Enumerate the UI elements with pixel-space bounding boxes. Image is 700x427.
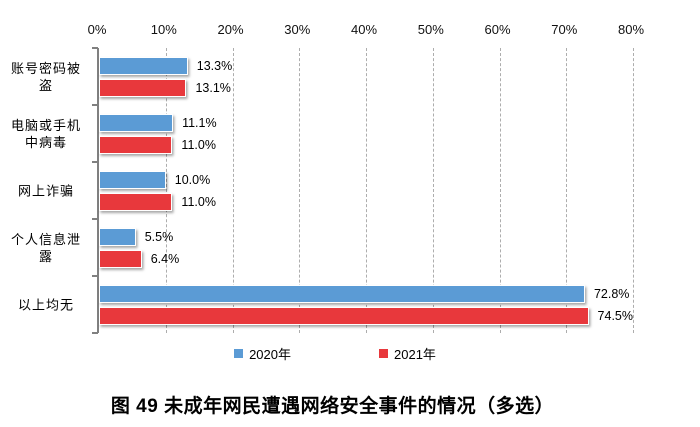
- x-axis-tick-label: 80%: [617, 22, 645, 37]
- axis-tick: [92, 104, 98, 106]
- x-axis-tick-label: 30%: [284, 22, 311, 37]
- bar-line: 11.0%: [99, 192, 633, 211]
- x-axis-tick-label: 70%: [551, 22, 578, 37]
- gridline: [432, 48, 434, 333]
- category-row: 账号密码被盗 13.3% 13.1%: [11, 48, 633, 105]
- gridline: [566, 48, 568, 333]
- category-row: 以上均无 72.8% 74.5%: [18, 276, 633, 333]
- gridline: [232, 48, 234, 333]
- bar-value-label: 13.1%: [195, 80, 231, 95]
- axis-tick: [92, 218, 98, 220]
- bar-value-label: 13.3%: [196, 58, 233, 73]
- bar-value-label: 74.5%: [597, 308, 633, 323]
- bar-value-label: 5.5%: [144, 229, 174, 244]
- legend-swatch: [379, 349, 388, 358]
- bar-2021年: [99, 249, 142, 268]
- category-row: 电脑或手机 中病毒 11.1% 11.0%: [11, 105, 633, 162]
- category-label: 网上诈骗: [17, 183, 74, 198]
- bar-line: 11.1%: [99, 113, 633, 132]
- bar-2021年: [99, 78, 187, 97]
- gridline: [499, 48, 501, 333]
- bar-2020年: [99, 56, 188, 75]
- bar-2021年: [99, 135, 173, 154]
- bar-2020年: [99, 113, 174, 132]
- bar-line: 74.5%: [99, 306, 633, 325]
- bar-2020年: [99, 227, 136, 246]
- figure-caption: 图 49 未成年网民遭遇网络安全事件的情况（多选）: [110, 396, 555, 417]
- x-axis-tick-label: 10%: [150, 22, 177, 37]
- bar-line: 6.4%: [99, 249, 633, 268]
- category-label: 电脑或手机 中病毒: [10, 117, 81, 150]
- axis-tick: [92, 161, 98, 163]
- bar-2020年: [99, 284, 585, 303]
- x-axis-tick-label: 50%: [417, 22, 444, 37]
- legend-swatch: [234, 349, 244, 358]
- gridline: [366, 48, 367, 333]
- bar-line: 72.8%: [99, 284, 633, 303]
- category-label: 以上均无: [17, 297, 74, 312]
- bar-2021年: [99, 192, 173, 211]
- x-axis-tick-label: 40%: [350, 22, 378, 37]
- bar-2021年: [99, 306, 589, 325]
- gridline: [299, 48, 301, 333]
- x-axis-tick-label: 60%: [484, 22, 511, 37]
- bar-line: 5.5%: [99, 227, 633, 246]
- category-row: 网上诈骗 10.0% 11.0%: [18, 162, 633, 219]
- legend-label: 2020年: [249, 347, 291, 362]
- bar-value-label: 72.8%: [593, 286, 630, 301]
- plot-area: 账号密码被盗 13.3% 13.1% 电脑或手机 中病毒 11.1% 11.0% 网上诈骗 10…: [11, 47, 634, 334]
- axis-tick: [92, 47, 98, 49]
- x-axis: 0% 10% 20% 30% 40% 50% 60% 70% 80%: [88, 22, 644, 40]
- bar-line: 13.3%: [99, 56, 633, 75]
- gridline: [165, 48, 167, 333]
- category-label: 账号密码被盗: [10, 60, 81, 93]
- category-row: 个人信息泄露 5.5% 6.4%: [11, 219, 633, 276]
- bar-line: 10.0%: [99, 170, 633, 189]
- bar-line: 11.0%: [99, 135, 633, 154]
- legend-item: 2021年: [379, 344, 436, 363]
- bar-value-label: 10.0%: [174, 172, 211, 187]
- bar-value-label: 6.4%: [150, 251, 180, 266]
- legend-label: 2021年: [394, 347, 436, 362]
- axis-tick: [92, 275, 98, 277]
- bar-value-label: 11.0%: [181, 137, 216, 152]
- x-axis-tick-label: 0%: [87, 22, 107, 37]
- gridline: [633, 48, 634, 333]
- bar-2020年: [99, 170, 166, 189]
- bar-line: 13.1%: [99, 78, 633, 97]
- bar-value-label: 11.0%: [181, 194, 216, 209]
- x-axis-tick-label: 20%: [217, 22, 244, 37]
- category-label: 个人信息泄露: [10, 231, 81, 264]
- bar-value-label: 11.1%: [182, 115, 217, 130]
- legend: 2020年 2021年: [0, 344, 700, 363]
- axis-tick: [92, 332, 98, 334]
- legend-item: 2020年: [234, 344, 291, 363]
